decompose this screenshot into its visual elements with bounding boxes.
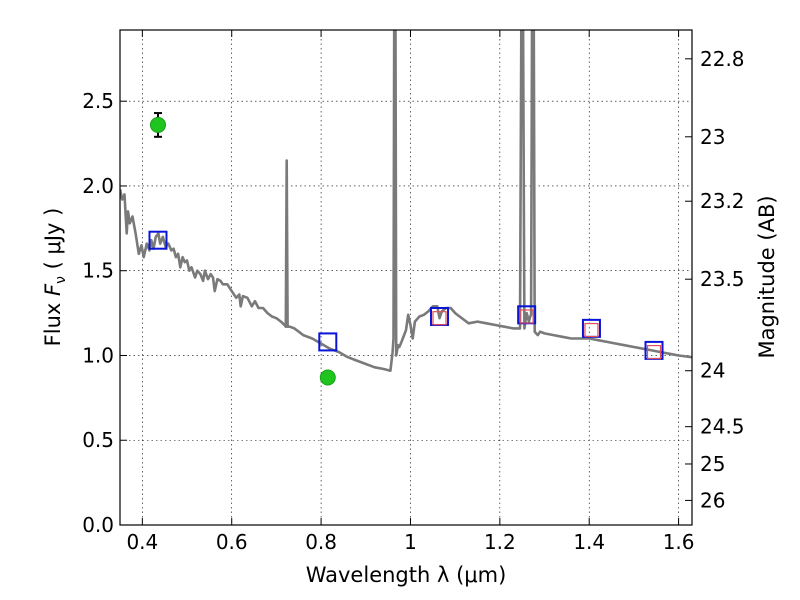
- x-tick-label: 0.8: [305, 530, 337, 554]
- plot-area: [120, 30, 692, 386]
- x-axis-label: Wavelength λ (μm): [306, 563, 507, 587]
- y2-tick-label: 24.5: [700, 415, 745, 439]
- y-tick-label: 0.0: [82, 513, 114, 537]
- y-tick-label: 2.0: [82, 174, 114, 198]
- ticks: 0.4 0.6 0.8 1 1.2 1.4 1.6 0.0 0.5 1.0 1.5 2.0 2.5 22.…: [82, 30, 745, 554]
- fit-photometry-square: [646, 344, 662, 360]
- y2-tick-label: 24: [700, 359, 725, 383]
- x-tick-label: 1.6: [663, 530, 695, 554]
- fit-photometry-square: [519, 309, 534, 324]
- fit-photometry-square: [432, 311, 447, 326]
- y2-tick-label: 23.5: [700, 267, 745, 291]
- x-tick-label: 1: [404, 530, 417, 554]
- y2-tick-label: 23.2: [700, 189, 745, 213]
- y-tick-label: 0.5: [82, 428, 114, 452]
- fit-photometry-square: [584, 322, 599, 338]
- y-tick-label: 1.0: [82, 343, 114, 367]
- x-tick-label: 1.2: [484, 530, 516, 554]
- y2-tick-label: 23: [700, 125, 725, 149]
- y-axis-label: Flux Fν ( μJy ): [41, 208, 69, 347]
- x-tick-label: 0.6: [216, 530, 248, 554]
- observed-photometry-point: [319, 369, 336, 386]
- spectrum-line: [120, 30, 692, 372]
- x-tick-label: 1.4: [573, 530, 605, 554]
- x-tick-label: 0.4: [126, 530, 158, 554]
- y2-axis-label: Magnitude (AB): [755, 195, 779, 358]
- plot-frame: [119, 29, 693, 526]
- y-tick-label: 2.5: [82, 89, 114, 113]
- model-photometry-square: [148, 230, 168, 250]
- model-photometry-square: [318, 332, 338, 352]
- y2-tick-label: 25: [700, 452, 725, 476]
- y2-tick-label: 22.8: [700, 47, 745, 71]
- grid: [120, 30, 692, 526]
- observed-photometry-point: [149, 116, 166, 133]
- y2-tick-label: 26: [700, 488, 725, 512]
- y-tick-label: 1.5: [82, 259, 114, 283]
